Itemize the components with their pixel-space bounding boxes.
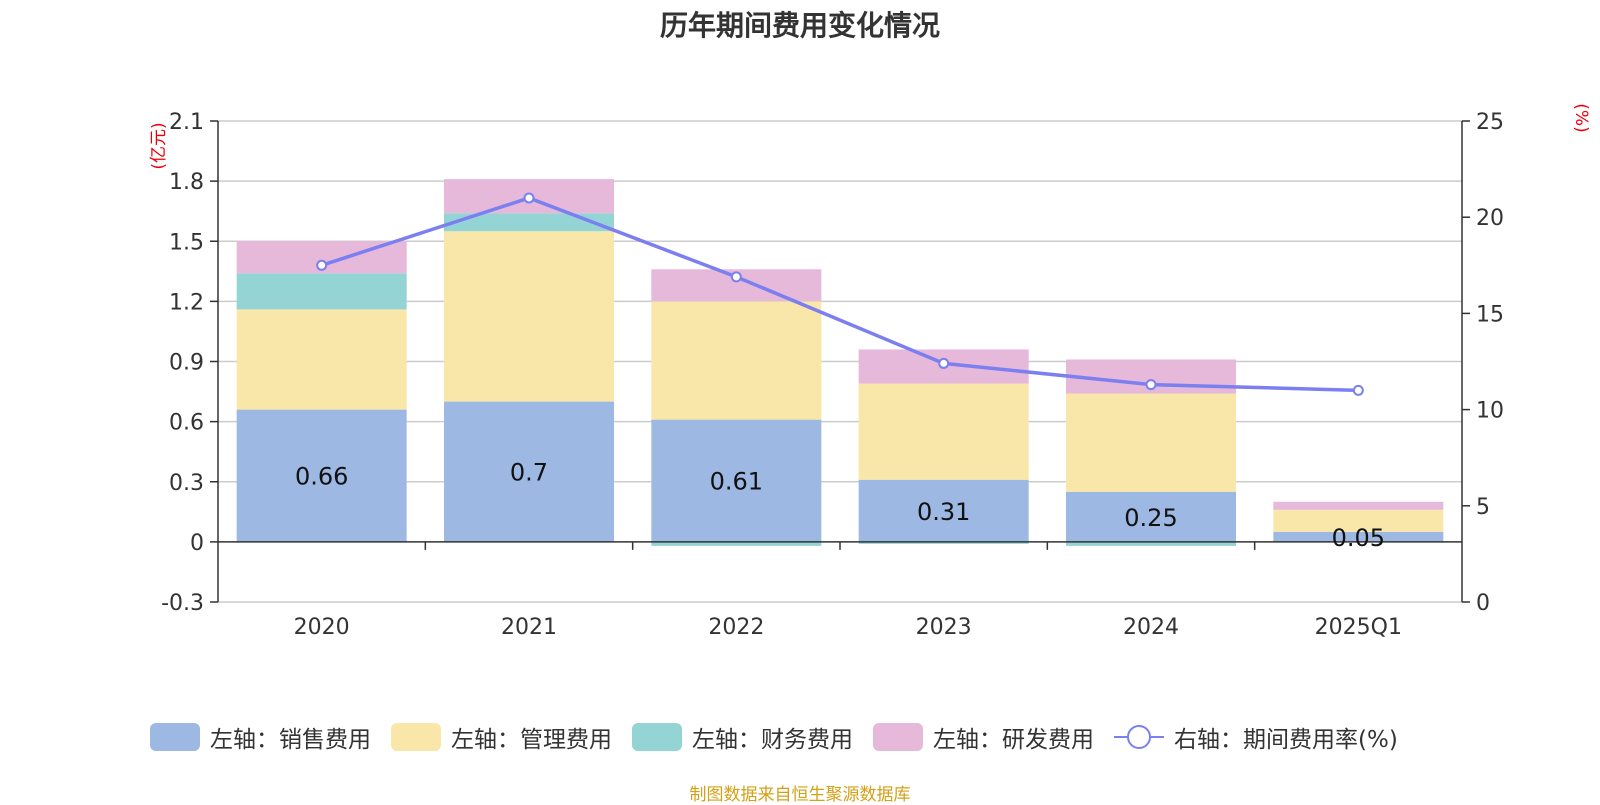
left-axis-unit: (亿元) [149,122,169,169]
bar-segment [651,419,822,542]
right-axis-tick-label: 20 [1476,206,1504,231]
source-note: 制图数据来自恒生聚源数据库 [689,785,911,805]
bar-segment [236,273,407,310]
expense-rate-point [938,357,950,369]
bar-segment [1066,393,1236,492]
bar-segment [651,541,822,546]
line-layer [316,192,1364,396]
left-axis-tick-label: 1.5 [169,230,204,255]
right-axis-tick-label: 10 [1476,399,1504,424]
bar-segment [1066,541,1236,546]
x-axis-tick-label: 2025Q1 [1315,615,1402,640]
bar-value-label: 0.31 [917,498,970,526]
right-axis-unit: (%) [1571,103,1591,132]
chart-title: 历年期间费用变化情况 [659,9,940,42]
bar-segment [858,479,1029,542]
bar-segment [444,231,614,402]
left-axis-tick-label: -0.3 [161,591,204,616]
bar-value-label: 0.7 [510,459,548,487]
x-axis-tick-label: 2022 [708,615,764,640]
left-axis-tick-label: 0.3 [169,471,204,496]
legend-swatch-rd [873,723,923,751]
bar-segment [1273,501,1444,510]
legend-item-sales[interactable]: 左轴：销售费用 [150,720,371,754]
legend-swatch-sales [150,723,200,751]
left-axis-tick-label: 2.1 [169,110,204,135]
expense-rate-point [730,271,742,283]
expense-rate-point [523,192,535,204]
grid-layer [218,120,1462,603]
x-axis-tick-label: 2023 [916,615,972,640]
legend-label-admin: 左轴：管理费用 [451,727,612,753]
x-axis-tick-label: 2024 [1123,615,1179,640]
legend-item-expense-rate[interactable]: 右轴：期间费用率(%) [1114,720,1398,754]
bar-segment [236,409,407,542]
axis-layer: 2.1 1.8 1.5 1.2 0.9 0.6 0.3 0 -0.3 25 20 15 10 5 0 2020… [161,110,1504,640]
chart-legend: 左轴：销售费用 左轴：管理费用 左轴：财务费用 左轴：研发费用 右轴：期间费用率… [150,720,1418,754]
bar-segment [1273,509,1444,532]
left-axis-tick-label: 0 [190,531,204,556]
bar-value-label: 0.61 [710,468,763,496]
right-axis-tick-label: 15 [1476,302,1504,327]
legend-item-rd[interactable]: 左轴：研发费用 [873,720,1094,754]
expense-rate-point [316,259,328,271]
legend-swatch-finance [632,723,682,751]
legend-label-finance: 左轴：财务费用 [692,727,853,753]
bar-layer [236,179,1444,546]
bar-segment [236,309,407,410]
bar-segment [651,301,822,420]
bar-segment [858,541,1029,544]
legend-label-sales: 左轴：销售费用 [210,727,371,753]
expense-rate-line [321,196,1359,393]
bar-value-label: 0.05 [1332,524,1385,552]
bar-segment [858,383,1029,480]
bar-value-label: 0.25 [1124,504,1177,532]
bar-segment [444,401,614,542]
x-axis-tick-label: 2021 [501,615,557,640]
expense-rate-point [1352,384,1364,396]
right-axis-tick-label: 5 [1476,495,1490,520]
right-axis-tick-label: 25 [1476,110,1504,135]
left-axis-tick-label: 1.8 [169,170,204,195]
legend-label-rd: 左轴：研发费用 [933,727,1094,753]
bar-value-label: 0.66 [295,463,348,491]
bar-segment [444,213,614,232]
bar-segment [1066,491,1236,542]
label-layer: 0.66 0.7 0.61 0.31 0.25 0.05 [295,459,1385,552]
left-axis-tick-label: 0.9 [169,351,204,376]
legend-item-finance[interactable]: 左轴：财务费用 [632,720,853,754]
legend-swatch-admin [391,723,441,751]
x-axis-tick-label: 2020 [294,615,350,640]
legend-swatch-expense-rate [1114,725,1164,749]
bar-segment [1273,531,1444,542]
right-axis-tick-label: 0 [1476,591,1490,616]
expense-rate-point [1145,379,1157,391]
left-axis-tick-label: 0.6 [169,411,204,436]
legend-item-admin[interactable]: 左轴：管理费用 [391,720,612,754]
left-axis-tick-label: 1.2 [169,290,204,315]
legend-label-expense-rate: 右轴：期间费用率(%) [1174,727,1398,753]
